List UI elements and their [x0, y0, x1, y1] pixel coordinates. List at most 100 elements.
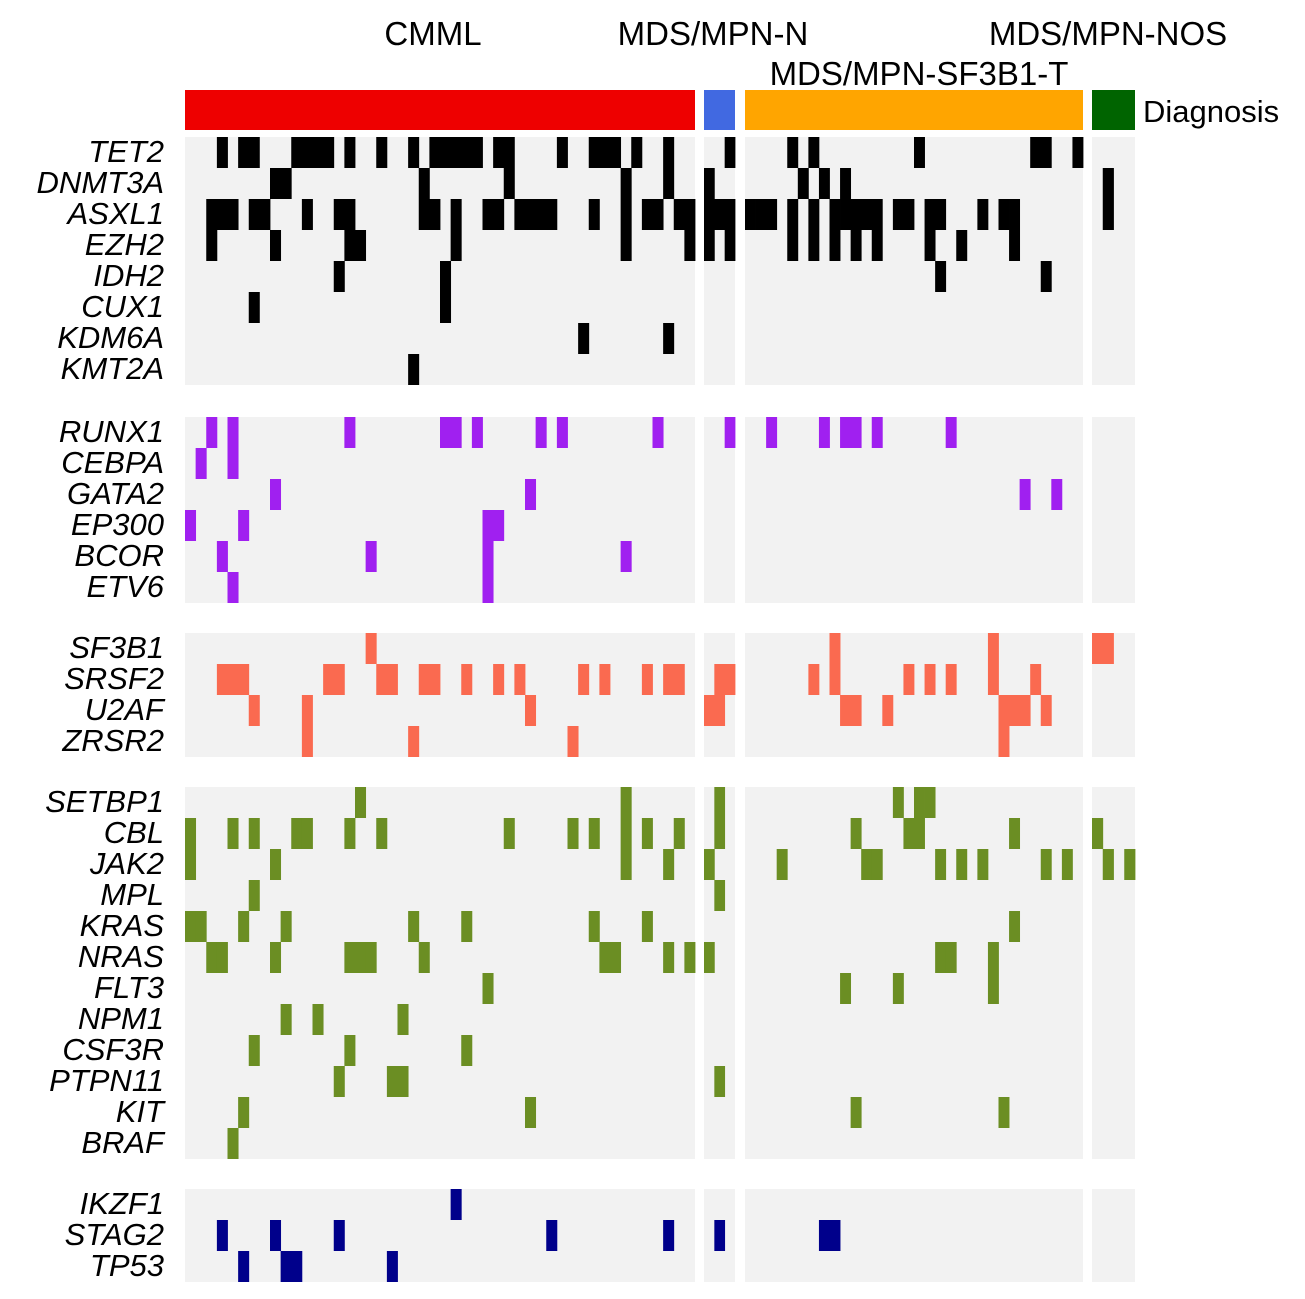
mutation-cell-asxl1 — [850, 199, 862, 230]
mutation-cell-gata2 — [1051, 479, 1063, 510]
mutation-cell-asxl1 — [450, 199, 462, 230]
mutation-cell-srsf2 — [808, 664, 820, 695]
mutation-cell-nras — [206, 942, 218, 973]
panel-background — [745, 417, 1083, 603]
mutation-cell-tet2 — [312, 137, 324, 168]
mutation-cell-cbl — [248, 818, 260, 849]
mutation-cell-tet2 — [471, 137, 483, 168]
mutation-cell-ezh2 — [355, 230, 367, 261]
mutation-cell-srsf2 — [641, 664, 653, 695]
mutation-cell-flt3 — [482, 973, 494, 1004]
mutation-cell-dnmt3a — [840, 168, 852, 199]
mutation-cell-u2af — [882, 695, 894, 726]
mutation-cell-cbl — [227, 818, 239, 849]
mutation-cell-kit — [998, 1097, 1010, 1128]
mutation-cell-kit — [850, 1097, 862, 1128]
mutation-cell-asxl1 — [641, 199, 653, 230]
mutation-cell-npm1 — [280, 1004, 292, 1035]
mutation-cell-cbl — [301, 818, 313, 849]
mutation-cell-runx1 — [344, 417, 356, 448]
mutation-cell-tet2 — [787, 137, 799, 168]
mutation-cell-ezh2 — [787, 230, 799, 261]
mutation-cell-nras — [365, 942, 377, 973]
mutation-cell-setbp1 — [714, 787, 726, 818]
gene-label-kras: KRAS — [80, 908, 165, 943]
mutation-cell-srsf2 — [578, 664, 590, 695]
mutation-cell-tp53 — [386, 1251, 398, 1282]
mutation-cell-tet2 — [461, 137, 473, 168]
mutation-cell-u2af — [1009, 695, 1021, 726]
mutation-cell-tet2 — [724, 137, 736, 168]
mutation-cell-nras — [610, 942, 622, 973]
mutation-cell-csf3r — [344, 1035, 356, 1066]
mutation-cell-tet2 — [493, 137, 505, 168]
gene-label-etv6: ETV6 — [86, 569, 164, 604]
mutation-cell-mpl — [714, 880, 726, 911]
gene-label-setbp1: SETBP1 — [45, 784, 164, 819]
mutation-cell-runx1 — [871, 417, 883, 448]
mutation-cell-flt3 — [987, 973, 999, 1004]
mutation-cell-runx1 — [206, 417, 218, 448]
mutation-cell-asxl1 — [892, 199, 904, 230]
mutation-cell-u2af — [1019, 695, 1031, 726]
mutation-cell-jak2 — [935, 849, 947, 880]
gene-label-csf3r: CSF3R — [62, 1032, 164, 1067]
mutation-cell-u2af — [248, 695, 260, 726]
mutation-cell-srsf2 — [386, 664, 398, 695]
mutation-cell-srsf2 — [724, 664, 736, 695]
mutation-cell-runx1 — [440, 417, 452, 448]
mutation-cell-cebpa — [227, 448, 239, 479]
mutation-cell-jak2 — [620, 849, 632, 880]
annotation-cell-mds-mpn-n — [704, 90, 735, 130]
mutation-cell-asxl1 — [673, 199, 685, 230]
mutation-cell-nras — [355, 942, 367, 973]
mutation-cell-tet2 — [599, 137, 611, 168]
mutation-cell-u2af — [714, 695, 726, 726]
mutation-cell-nras — [684, 942, 696, 973]
mutation-cell-srsf2 — [429, 664, 441, 695]
mutation-cell-srsf2 — [599, 664, 611, 695]
mutation-cell-u2af — [850, 695, 862, 726]
mutation-cell-jak2 — [185, 849, 197, 880]
mutation-cell-ep300 — [493, 510, 505, 541]
mutation-cell-ezh2 — [956, 230, 968, 261]
mutation-cell-runx1 — [724, 417, 736, 448]
mutation-cell-asxl1 — [546, 199, 558, 230]
mutation-cell-setbp1 — [924, 787, 936, 818]
mutation-cell-zrsr2 — [998, 726, 1010, 757]
mutation-cell-ezh2 — [871, 230, 883, 261]
mutation-cell-stag2 — [829, 1220, 841, 1251]
mutation-cell-tet2 — [450, 137, 462, 168]
mutation-cell-srsf2 — [514, 664, 526, 695]
mutation-cell-bcor — [482, 541, 494, 572]
mutation-cell-dnmt3a — [418, 168, 430, 199]
mutation-cell-jak2 — [663, 849, 675, 880]
mutation-cell-tet2 — [344, 137, 356, 168]
mutation-cell-ezh2 — [270, 230, 282, 261]
mutation-cell-srsf2 — [461, 664, 473, 695]
mutation-cell-mpl — [248, 880, 260, 911]
mutation-cell-u2af — [525, 695, 537, 726]
mutation-cell-tet2 — [663, 137, 675, 168]
mutation-cell-ezh2 — [450, 230, 462, 261]
mutation-cell-tet2 — [610, 137, 622, 168]
mutation-cell-asxl1 — [808, 199, 820, 230]
mutation-cell-asxl1 — [482, 199, 494, 230]
mutation-cell-ptpn11 — [333, 1066, 345, 1097]
gene-label-kmt2a: KMT2A — [61, 351, 164, 386]
mutation-cell-ptpn11 — [714, 1066, 726, 1097]
mutation-cells — [185, 137, 1136, 1282]
gene-label-mpl: MPL — [100, 877, 164, 912]
mutation-cell-tet2 — [248, 137, 260, 168]
gene-label-flt3: FLT3 — [94, 970, 164, 1005]
mutation-cell-cbl — [376, 818, 388, 849]
mutation-cell-cbl — [567, 818, 579, 849]
mutation-cell-gata2 — [525, 479, 537, 510]
mutation-cell-asxl1 — [620, 199, 632, 230]
mutation-cell-u2af — [1040, 695, 1052, 726]
mutation-cell-u2af — [704, 695, 715, 726]
mutation-cell-jak2 — [956, 849, 968, 880]
mutation-cell-ep300 — [482, 510, 494, 541]
mutation-cell-srsf2 — [663, 664, 675, 695]
